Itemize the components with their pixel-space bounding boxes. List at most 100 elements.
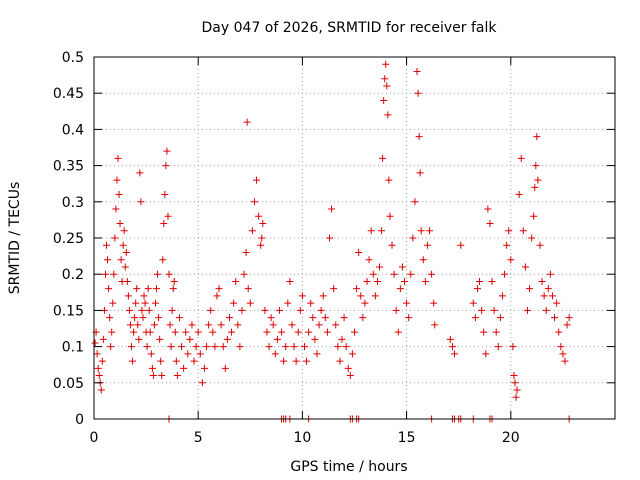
data-point bbox=[284, 299, 292, 307]
data-point bbox=[384, 111, 392, 119]
data-point bbox=[565, 314, 573, 322]
data-point bbox=[511, 379, 519, 387]
data-point bbox=[230, 299, 238, 307]
data-point bbox=[146, 328, 154, 336]
data-point bbox=[512, 393, 520, 401]
data-point bbox=[259, 220, 267, 228]
data-point bbox=[242, 248, 250, 256]
data-point bbox=[278, 328, 286, 336]
data-point bbox=[240, 270, 248, 278]
data-point bbox=[122, 248, 130, 256]
data-point bbox=[298, 292, 306, 300]
data-point bbox=[261, 306, 269, 314]
data-point bbox=[530, 212, 538, 220]
data-point bbox=[342, 343, 350, 351]
data-point bbox=[215, 285, 223, 293]
data-point bbox=[448, 343, 456, 351]
data-point bbox=[325, 234, 333, 242]
y-tick-label: 0.05 bbox=[53, 376, 84, 392]
data-point bbox=[353, 285, 361, 293]
data-point bbox=[138, 306, 146, 314]
data-point bbox=[551, 314, 559, 322]
data-point bbox=[186, 335, 194, 343]
data-point bbox=[513, 386, 521, 394]
data-point bbox=[414, 89, 422, 97]
data-point bbox=[451, 350, 459, 358]
data-point bbox=[394, 328, 402, 336]
y-tick-label: 0.45 bbox=[53, 86, 84, 102]
data-point bbox=[203, 343, 211, 351]
data-point bbox=[323, 328, 331, 336]
data-point bbox=[99, 335, 107, 343]
data-point bbox=[509, 343, 517, 351]
data-point bbox=[161, 191, 169, 199]
data-point bbox=[457, 241, 465, 249]
data-point bbox=[380, 96, 388, 104]
data-point bbox=[559, 350, 567, 358]
data-point bbox=[311, 335, 319, 343]
data-point bbox=[167, 343, 175, 351]
data-point bbox=[114, 154, 122, 162]
data-point bbox=[112, 205, 120, 213]
data-point bbox=[134, 321, 142, 329]
y-tick-label: 0.2 bbox=[62, 267, 84, 283]
data-point bbox=[336, 357, 344, 365]
data-point bbox=[426, 227, 434, 235]
y-tick-label: 0.1 bbox=[62, 340, 84, 356]
data-point bbox=[355, 248, 363, 256]
y-tick-label: 0.15 bbox=[53, 303, 84, 319]
data-point bbox=[328, 205, 336, 213]
data-point bbox=[126, 321, 134, 329]
data-point bbox=[173, 372, 181, 380]
data-point bbox=[169, 285, 177, 293]
data-point bbox=[334, 343, 342, 351]
data-point bbox=[223, 335, 231, 343]
data-point bbox=[116, 220, 124, 228]
x-axis-ticks: 0 5 10 15 20 bbox=[90, 57, 520, 446]
data-point bbox=[382, 60, 390, 68]
data-point bbox=[469, 299, 477, 307]
data-point bbox=[405, 314, 413, 322]
data-point bbox=[415, 133, 423, 141]
data-point bbox=[250, 198, 258, 206]
data-point bbox=[243, 118, 251, 126]
data-point bbox=[145, 306, 153, 314]
data-point bbox=[486, 220, 494, 228]
data-point bbox=[123, 277, 131, 285]
data-point bbox=[171, 328, 179, 336]
data-point bbox=[473, 285, 481, 293]
data-point bbox=[430, 299, 438, 307]
data-point bbox=[344, 364, 352, 372]
data-point bbox=[133, 285, 141, 293]
data-point bbox=[192, 343, 200, 351]
data-point bbox=[150, 321, 158, 329]
data-point bbox=[154, 270, 162, 278]
data-point bbox=[232, 277, 240, 285]
data-point bbox=[136, 169, 144, 177]
data-point bbox=[209, 328, 217, 336]
data-point bbox=[273, 335, 281, 343]
data-point bbox=[128, 343, 136, 351]
data-point bbox=[213, 292, 221, 300]
data-point bbox=[166, 321, 174, 329]
data-point bbox=[105, 285, 113, 293]
data-point bbox=[544, 285, 552, 293]
data-point bbox=[348, 350, 356, 358]
data-point bbox=[131, 314, 139, 322]
data-point bbox=[135, 335, 143, 343]
data-point bbox=[390, 270, 398, 278]
data-point bbox=[158, 372, 166, 380]
data-point bbox=[253, 176, 261, 184]
data-point bbox=[492, 328, 500, 336]
data-point bbox=[553, 299, 561, 307]
data-point bbox=[496, 314, 504, 322]
data-point bbox=[217, 321, 225, 329]
data-point bbox=[148, 364, 156, 372]
data-point bbox=[488, 277, 496, 285]
data-point bbox=[140, 292, 148, 300]
data-point bbox=[523, 306, 531, 314]
data-point bbox=[95, 372, 103, 380]
data-point bbox=[246, 299, 254, 307]
data-point bbox=[531, 183, 539, 191]
data-point bbox=[351, 328, 358, 336]
